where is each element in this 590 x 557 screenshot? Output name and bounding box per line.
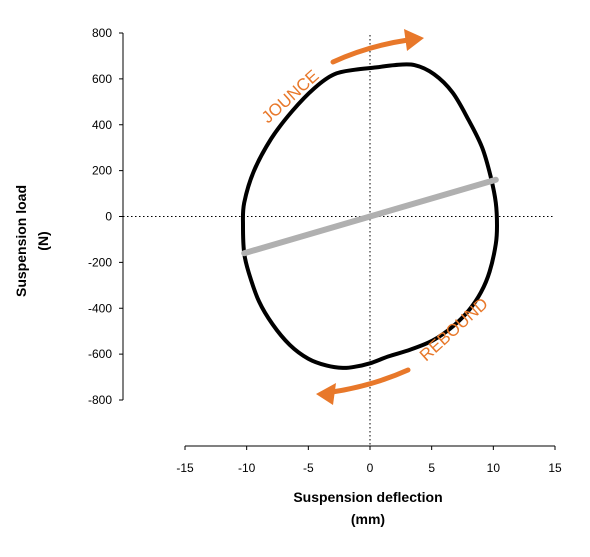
y-tick-label: -200: [88, 255, 112, 269]
x-tick-label: -15: [176, 461, 194, 475]
x-axis-unit: (mm): [351, 511, 385, 527]
y-tick-label: -600: [88, 347, 112, 361]
y-tick-labels: 800 600 400 200 0 -200 -400 -600 -800: [88, 26, 112, 407]
hysteresis-loop-series: [240, 62, 499, 370]
y-tick-marks: [119, 32, 123, 401]
y-tick-label: 200: [92, 164, 112, 178]
x-axis-title: Suspension deflection: [293, 489, 442, 505]
x-tick-label: -5: [303, 461, 314, 475]
y-tick-label: 800: [92, 26, 112, 40]
jounce-annotation: JOUNCE: [258, 66, 323, 127]
y-tick-label: -800: [88, 393, 112, 407]
x-tick-label: 5: [428, 461, 435, 475]
x-tick-label: -10: [238, 461, 256, 475]
rebound-arrow: [316, 367, 411, 405]
y-tick-label: -400: [88, 301, 112, 315]
y-axis-unit: (N): [35, 231, 51, 250]
x-tick-label: 0: [367, 461, 374, 475]
y-tick-label: 0: [105, 210, 112, 224]
x-tick-label: 10: [487, 461, 501, 475]
x-tick-marks: [184, 446, 556, 450]
rebound-annotation: REBOUND: [416, 294, 492, 365]
x-tick-labels: -15 -10 -5 0 5 10 15: [176, 461, 562, 475]
linear-stiffness-series: [241, 176, 499, 257]
jounce-arrow: [330, 29, 424, 65]
y-tick-label: 400: [92, 118, 112, 132]
y-axis-title: Suspension load: [13, 185, 29, 297]
x-tick-label: 15: [548, 461, 562, 475]
y-tick-label: 600: [92, 72, 112, 86]
